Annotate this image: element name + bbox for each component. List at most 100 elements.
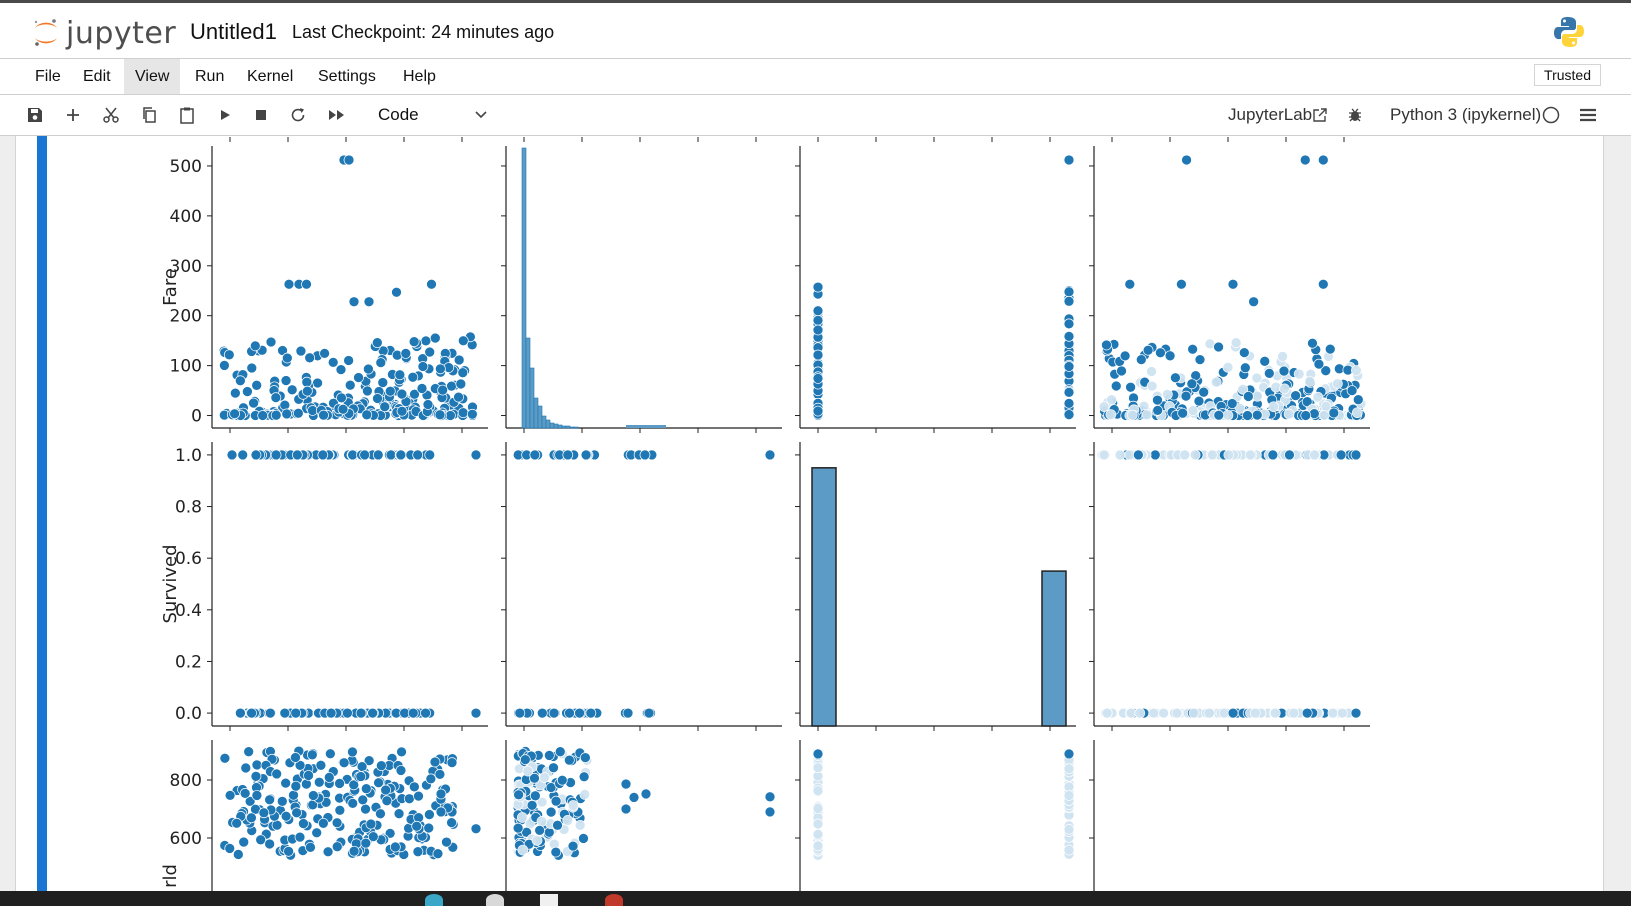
- menu-icon[interactable]: [1578, 105, 1598, 125]
- scatter-point: [1259, 355, 1271, 367]
- scatter-point: [1119, 350, 1131, 362]
- scatter-point: [424, 809, 435, 820]
- scatter-point: [409, 388, 420, 400]
- scatter-point: [429, 332, 441, 344]
- run-icon[interactable]: [215, 105, 235, 125]
- scatter-point: [317, 817, 329, 829]
- scatter-point: [283, 278, 295, 290]
- scatter-point: [422, 399, 434, 410]
- menu-run[interactable]: Run: [195, 68, 225, 85]
- scatter-point: [317, 449, 329, 461]
- scatter-point: [1063, 318, 1075, 330]
- cut-icon[interactable]: [101, 105, 121, 125]
- taskbar-app-icon[interactable]: [486, 894, 504, 906]
- menu-kernel[interactable]: Kernel: [247, 68, 294, 85]
- scatter-point: [1063, 286, 1075, 298]
- scatter-point: [446, 757, 458, 768]
- scatter-point: [453, 354, 465, 366]
- notebook-title[interactable]: Untitled1: [190, 19, 277, 44]
- cell-type-select[interactable]: Code: [378, 105, 419, 124]
- scatter-point: [1269, 707, 1281, 719]
- menu-file[interactable]: File: [35, 68, 61, 85]
- scatter-point: [413, 790, 424, 802]
- scatter-point: [1101, 707, 1113, 719]
- debugger-icon[interactable]: [1345, 105, 1365, 125]
- scatter-point: [1146, 380, 1158, 392]
- histogram-bar: [626, 425, 666, 428]
- taskbar-app-icon[interactable]: [605, 894, 623, 906]
- paste-icon[interactable]: [177, 105, 197, 125]
- scatter-point: [375, 808, 386, 820]
- jupyter-logo[interactable]: jupyter: [32, 13, 176, 53]
- scatter-point: [530, 790, 541, 802]
- add-cell-icon[interactable]: [63, 105, 83, 125]
- scatter-point: [550, 795, 562, 807]
- restart-icon[interactable]: [288, 105, 308, 125]
- scatter-point: [1124, 278, 1136, 290]
- scatter-point: [1142, 344, 1154, 356]
- menu-help[interactable]: Help: [403, 68, 436, 85]
- scatter-point: [334, 778, 345, 789]
- chevron-down-icon[interactable]: [474, 107, 488, 126]
- fast-forward-icon[interactable]: [327, 105, 347, 125]
- scatter-point: [396, 746, 407, 758]
- scatter-point: [536, 815, 548, 827]
- scatter-point: [1114, 449, 1126, 461]
- scatter-point: [1063, 409, 1075, 420]
- scatter-point: [270, 409, 282, 421]
- scatter-point: [347, 746, 358, 758]
- scatter-point: [305, 841, 316, 853]
- scatter-point: [412, 449, 424, 461]
- scatter-point: [1098, 449, 1110, 461]
- menu-settings[interactable]: Settings: [318, 68, 376, 85]
- scatter-point: [1063, 398, 1075, 409]
- menu-edit[interactable]: Edit: [83, 68, 111, 85]
- scatter-point: [1203, 707, 1215, 719]
- jupyterlab-link[interactable]: JupyterLab: [1228, 105, 1313, 124]
- external-link-icon[interactable]: [1310, 105, 1330, 125]
- scatter-point: [812, 803, 824, 814]
- scatter-point: [1301, 707, 1313, 719]
- scatter-point: [315, 759, 327, 771]
- scatter-point: [426, 278, 437, 290]
- scatter-point: [219, 360, 230, 371]
- scatter-point: [812, 748, 824, 760]
- histogram-bar: [811, 467, 837, 727]
- scatter-point: [363, 363, 374, 375]
- save-icon[interactable]: [25, 105, 45, 125]
- scatter-point: [457, 407, 469, 419]
- scatter-point: [413, 812, 424, 823]
- taskbar-app-icon[interactable]: [540, 894, 558, 906]
- scatter-point: [246, 707, 257, 719]
- scatter-point: [1171, 707, 1183, 719]
- scatter-point: [437, 384, 449, 396]
- scatter-point: [318, 409, 329, 421]
- stop-icon[interactable]: [251, 105, 271, 125]
- scatter-point: [420, 707, 431, 719]
- scatter-point: [355, 771, 367, 782]
- scatter-point: [536, 796, 548, 808]
- scatter-point: [1242, 410, 1253, 421]
- kernel-name[interactable]: Python 3 (ipykernel): [1390, 105, 1542, 124]
- taskbar-app-icon[interactable]: [425, 894, 443, 906]
- scatter-point: [1149, 449, 1161, 461]
- scatter-point: [1299, 154, 1311, 166]
- scatter-point: [347, 449, 358, 461]
- copy-icon[interactable]: [139, 105, 159, 125]
- histogram-bar: [545, 419, 551, 429]
- scatter-point: [357, 794, 369, 806]
- scatter-point: [1263, 368, 1275, 379]
- scatter-point: [344, 379, 356, 391]
- active-cell-indicator[interactable]: [37, 136, 47, 892]
- histogram-bar: [533, 397, 539, 429]
- scatter-point: [391, 286, 402, 298]
- menu-view[interactable]: View: [124, 59, 181, 94]
- scatter-point: [1277, 351, 1288, 362]
- scatter-point: [372, 393, 383, 404]
- scatter-point: [1251, 372, 1263, 384]
- trusted-badge[interactable]: Trusted: [1534, 64, 1601, 86]
- histogram-bar: [557, 424, 563, 429]
- scatter-point: [1110, 380, 1122, 392]
- histogram-bar: [549, 422, 555, 429]
- histogram-bar: [525, 337, 531, 429]
